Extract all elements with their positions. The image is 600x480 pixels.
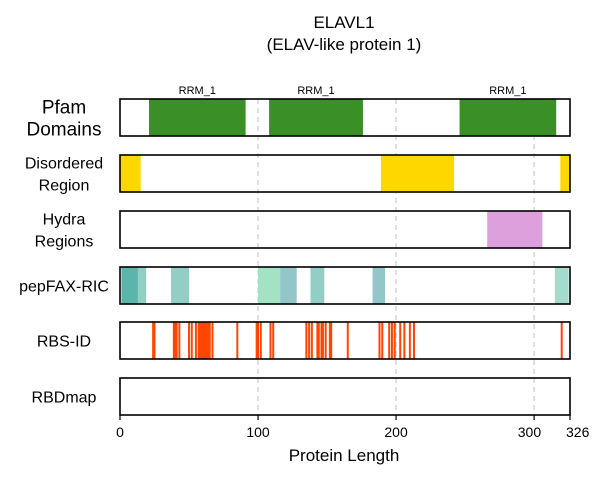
feature-bar xyxy=(148,99,246,136)
track-label: Regions xyxy=(35,233,94,250)
track-label: Disordered xyxy=(25,155,103,172)
feature-bar xyxy=(459,99,557,136)
feature-bar xyxy=(269,99,363,136)
track-label: Region xyxy=(39,177,90,194)
track-label: Domains xyxy=(27,119,102,140)
track-label: RBS-ID xyxy=(37,333,91,350)
x-tick-label: 300 xyxy=(518,424,542,440)
track: Hydra Regions xyxy=(35,210,571,250)
x-tick-label: 0 xyxy=(116,424,124,440)
track-frame xyxy=(119,377,571,416)
gridlines xyxy=(257,99,535,415)
x-tick-label: 100 xyxy=(246,424,270,440)
track-label: Pfam xyxy=(42,97,86,118)
figure-subtitle: (ELAV-like protein 1) xyxy=(267,35,422,54)
track-label: pepFAX-RIC xyxy=(19,278,109,295)
track-frame xyxy=(119,98,571,137)
x-tick-label: 326 xyxy=(566,424,590,440)
track-frame xyxy=(119,154,571,193)
x-tick-label: 200 xyxy=(384,424,408,440)
track: Disordered Region xyxy=(25,154,571,194)
feature-bar xyxy=(487,211,543,248)
feature-bar xyxy=(258,267,281,304)
domain-label: RRM_1 xyxy=(179,85,216,97)
track-label: Hydra xyxy=(43,211,86,228)
feature-bar xyxy=(280,267,297,304)
feature-bar xyxy=(380,155,455,192)
track-frame xyxy=(119,321,571,360)
domain-label: RRM_1 xyxy=(489,85,526,97)
track: RBDmap xyxy=(32,377,571,416)
domain-label: RRM_1 xyxy=(297,85,334,97)
feature-bar xyxy=(120,155,141,192)
feature-bar xyxy=(121,267,138,304)
track: pepFAX-RIC xyxy=(19,266,571,305)
track: RBS-ID xyxy=(37,321,571,360)
feature-bar xyxy=(372,267,386,304)
feature-bar xyxy=(560,155,570,192)
feature-bar xyxy=(171,267,190,304)
track-label: RBDmap xyxy=(32,389,97,406)
figure-title: ELAVL1 xyxy=(313,13,374,32)
x-axis: 0 100 200 300 326 xyxy=(116,415,590,440)
feature-bar xyxy=(310,267,325,304)
feature-bar xyxy=(554,267,569,304)
feature-bar xyxy=(137,267,147,304)
track-frame xyxy=(119,210,571,249)
track-frame xyxy=(119,266,571,305)
x-axis-label: Protein Length xyxy=(289,446,400,465)
